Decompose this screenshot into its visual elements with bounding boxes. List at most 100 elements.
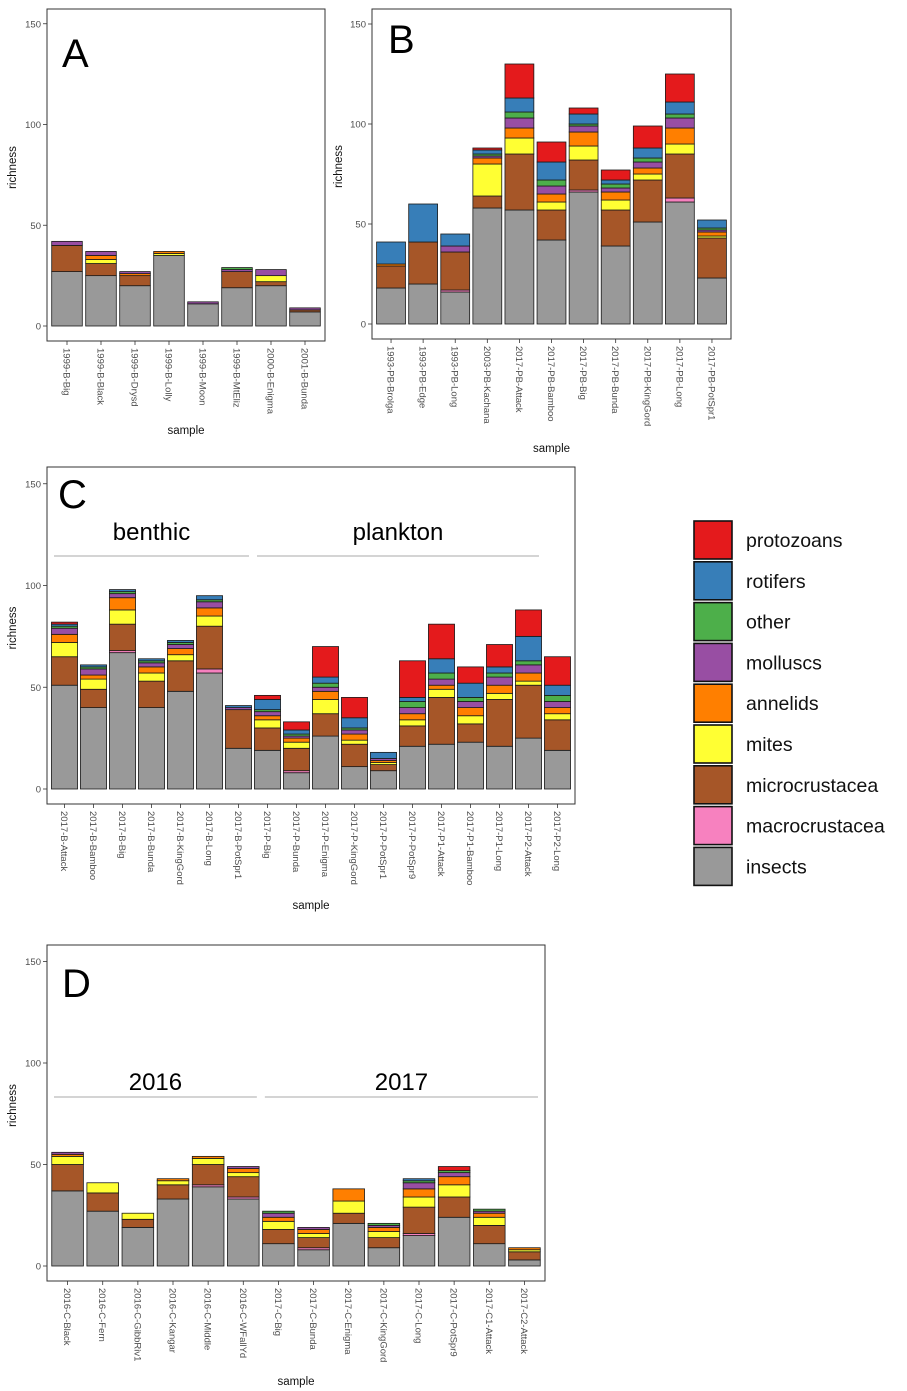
- bar-segment-mites: [472, 163, 503, 197]
- bar-2017-p1-bamboo: [457, 666, 484, 790]
- group-label-2017: 2017: [375, 1069, 428, 1096]
- panel-A: 0 50 100 150 richness A 1999-B-Big 1999-B-Black…: [7, 8, 326, 437]
- bar-segment-microcrustacea: [508, 1251, 541, 1261]
- x-tick-label: 2017-C-PotSpr9: [448, 1288, 459, 1357]
- bar-segment-insects: [121, 1227, 155, 1267]
- bar-segment-mites: [536, 201, 567, 211]
- bar-segment-rotifers: [600, 179, 631, 185]
- x-tick-label: 2017-PB-Attack: [513, 346, 524, 413]
- bar-segment-annelids: [153, 251, 185, 254]
- bar-2017-b-attack: [51, 621, 78, 790]
- bar-2017-c-bunda: [297, 1227, 330, 1267]
- bar-segment-insects: [297, 1249, 330, 1267]
- x-tick-label: 2017-P-Big: [261, 811, 272, 859]
- bar-segment-insects: [370, 770, 397, 790]
- bar-segment-molluscs: [297, 1227, 330, 1230]
- legend-key-protozoans: [693, 520, 733, 560]
- bar-segment-molluscs: [632, 161, 663, 169]
- legend-key-mites: [693, 724, 733, 764]
- legend-label-microcrustacea: microcrustacea: [746, 775, 878, 797]
- bar-segment-mites: [109, 609, 136, 625]
- x-tick-label: 2017-C-Big: [272, 1288, 283, 1336]
- bar-segment-annelids: [85, 255, 117, 260]
- bar-2017-p-kinggord: [341, 697, 368, 790]
- bar-segment-microcrustacea: [191, 1164, 225, 1186]
- bar-segment-insects: [167, 690, 194, 790]
- bar-segment-insects: [332, 1222, 365, 1267]
- legend-label-mites: mites: [746, 734, 793, 756]
- bar-segment-molluscs: [80, 668, 107, 676]
- x-tick-label: 2000-B-Enigma: [265, 348, 276, 415]
- bar-segment-insects: [437, 1216, 471, 1267]
- bar-segment-annelids: [80, 674, 107, 680]
- bar-segment-mites: [196, 615, 223, 627]
- x-tick-label: 2017-C-KingGord: [377, 1288, 388, 1362]
- legend-item-microcrustacea: microcrustacea: [693, 764, 878, 805]
- bar-2017-c-long: [402, 1178, 436, 1267]
- x-tick-label: 2017-P-PotSpr9: [406, 811, 417, 879]
- y-axis-title: richness: [333, 145, 345, 188]
- x-tick-label: 2017-C2-Attack: [518, 1288, 529, 1354]
- bar-segment-annelids: [51, 633, 78, 643]
- bar-segment-microcrustacea: [600, 209, 631, 247]
- bar-segment-insects: [515, 737, 542, 790]
- bar-2017-c-big: [262, 1210, 295, 1267]
- panel-letter: A: [62, 32, 89, 76]
- bar-segment-microcrustacea: [221, 271, 253, 289]
- x-tick-label: 2016-C-Black: [61, 1288, 72, 1346]
- x-tick-label: 2016-C-WFallYd: [237, 1288, 248, 1358]
- bar-segment-annelids: [428, 684, 455, 690]
- bar-1999-b-mteliz: [221, 267, 253, 327]
- bar-segment-other: [457, 697, 484, 702]
- x-tick-label: 1999-B-Big: [61, 348, 72, 396]
- bar-2017-pb-kinggord: [632, 125, 663, 325]
- bar-segment-rotifers: [632, 147, 663, 159]
- bar-segment-other: [428, 672, 455, 680]
- bar-segment-rotifers: [109, 589, 136, 593]
- x-tick-label: 2017-PB-PotSpr1: [705, 346, 716, 420]
- x-tick-label: 1993-PB-Brolga: [385, 346, 396, 414]
- bar-segment-mites: [665, 143, 695, 155]
- bar-segment-microcrustacea: [138, 680, 165, 709]
- legend-label-rotifers: rotifers: [746, 571, 806, 593]
- x-tick-label: 2017-P-KingGord: [348, 811, 359, 885]
- bar-segment-annelids: [508, 1247, 541, 1251]
- bar-segment-mites: [283, 741, 310, 749]
- bar-segment-rotifers: [167, 640, 194, 643]
- bar-segment-molluscs: [399, 707, 426, 715]
- x-tick-label: 2016-C-Middle: [202, 1288, 213, 1350]
- bar-segment-molluscs: [437, 1172, 471, 1178]
- bar-segment-insects: [473, 1243, 506, 1267]
- bar-segment-mites: [457, 715, 484, 725]
- x-tick-label: 2017-P1-Long: [493, 811, 504, 871]
- bar-segment-mites: [437, 1184, 471, 1198]
- bar-segment-other: [473, 1208, 506, 1212]
- x-tick-label: 2017-P-Bunda: [290, 811, 301, 873]
- bar-segment-annelids: [138, 666, 165, 674]
- bar-segment-molluscs: [51, 627, 78, 635]
- bar-segment-molluscs: [227, 1166, 260, 1169]
- bar-segment-insects: [376, 287, 406, 325]
- bar-2017-p-big: [254, 694, 281, 790]
- bar-segment-microcrustacea: [225, 709, 252, 749]
- bar-segment-mites: [86, 1182, 119, 1194]
- legend-item-annelids: annelids: [693, 683, 819, 724]
- bar-segment-rotifers: [138, 658, 165, 662]
- bar-2017-p2-long: [544, 656, 571, 790]
- bar-segment-microcrustacea: [255, 281, 287, 287]
- bar-2017-c-enigma: [332, 1188, 365, 1267]
- bar-segment-microcrustacea: [167, 660, 194, 692]
- panel-D: 0 50 100 150 richness D 2016-C-Black 2016-C-Fer…: [7, 944, 546, 1388]
- bar-segment-other: [536, 179, 567, 187]
- bar-segment-insects: [341, 766, 368, 790]
- bar-segment-mites: [312, 699, 339, 715]
- bar-segment-insects: [51, 1190, 84, 1267]
- bar-segment-molluscs: [665, 117, 695, 129]
- bar-segment-microcrustacea: [196, 625, 223, 670]
- x-tick-label: 2017-B-Long: [203, 811, 214, 866]
- legend-item-rotifers: rotifers: [693, 560, 806, 601]
- panel-letter: C: [58, 473, 87, 517]
- bar-1999-b-moon: [187, 301, 219, 327]
- bar-segment-other: [262, 1210, 295, 1214]
- x-axis-title: sample: [277, 1376, 314, 1388]
